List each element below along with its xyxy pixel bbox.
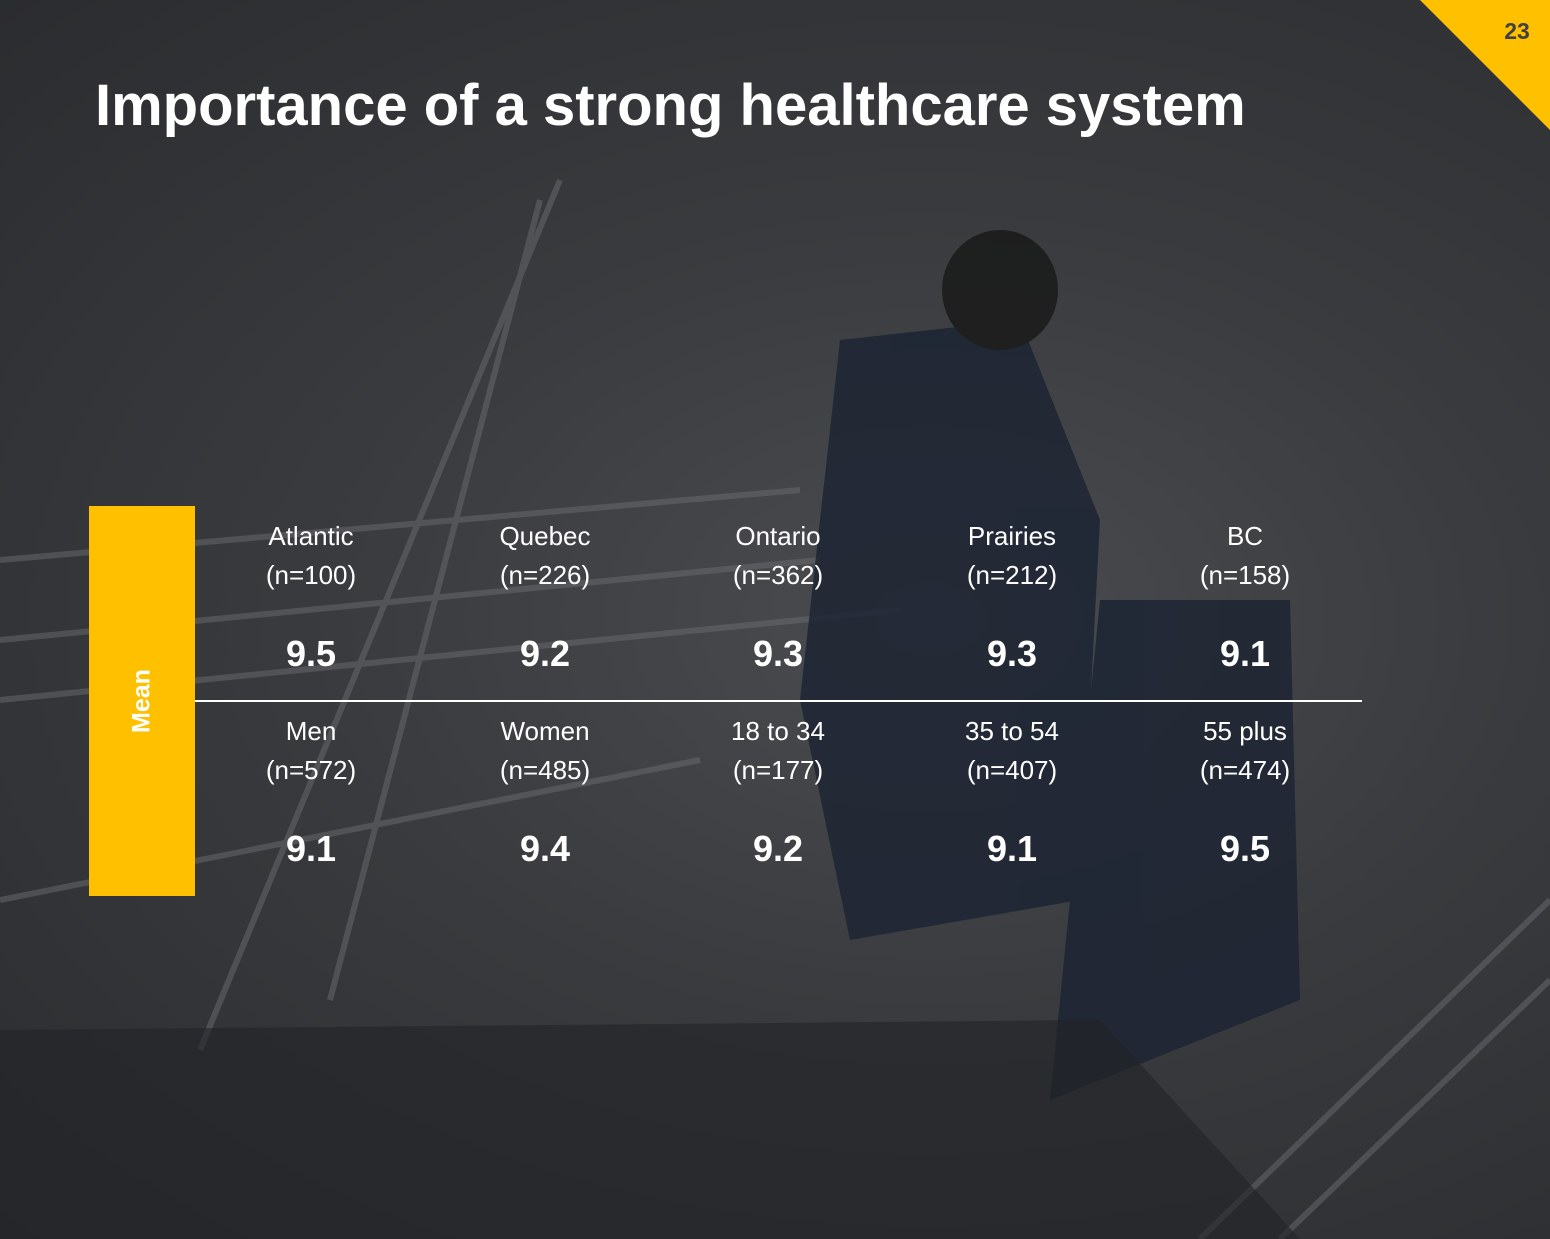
group-name: Men bbox=[285, 716, 337, 746]
sample-size: (n=362) bbox=[732, 560, 824, 590]
sample-size: (n=572) bbox=[265, 755, 357, 785]
sample-size: (n=226) bbox=[499, 560, 591, 590]
table-cell: 55 plus (n=474) 9.5 bbox=[1135, 712, 1355, 870]
table-cell: Prairies (n=212) 9.3 bbox=[902, 517, 1122, 675]
mean-value: 9.1 bbox=[986, 828, 1038, 869]
table-cell: Women (n=485) 9.4 bbox=[435, 712, 655, 870]
mean-value: 9.3 bbox=[752, 633, 804, 674]
table-cell: BC (n=158) 9.1 bbox=[1135, 517, 1355, 675]
group-name: 35 to 54 bbox=[965, 716, 1059, 746]
mean-value: 9.2 bbox=[519, 633, 571, 674]
sample-size: (n=474) bbox=[1199, 755, 1291, 785]
divider bbox=[195, 700, 1362, 702]
mean-value: 9.5 bbox=[285, 633, 337, 674]
table-cell: Atlantic (n=100) 9.5 bbox=[201, 517, 421, 675]
group-name: Quebec bbox=[499, 521, 591, 551]
table-cell: 18 to 34 (n=177) 9.2 bbox=[668, 712, 888, 870]
sample-size: (n=407) bbox=[966, 755, 1058, 785]
sample-size: (n=485) bbox=[499, 755, 591, 785]
row-label: Mean bbox=[127, 669, 156, 733]
table-cell: 35 to 54 (n=407) 9.1 bbox=[902, 712, 1122, 870]
group-name: Atlantic bbox=[268, 521, 354, 551]
group-name: BC bbox=[1226, 521, 1264, 551]
sample-size: (n=177) bbox=[732, 755, 824, 785]
group-name: Women bbox=[500, 716, 590, 746]
group-name: 18 to 34 bbox=[731, 716, 825, 746]
mean-value: 9.3 bbox=[986, 633, 1038, 674]
row-label-bar bbox=[89, 506, 195, 896]
mean-value: 9.4 bbox=[519, 828, 571, 869]
corner-accent bbox=[1420, 0, 1550, 130]
page-number: 23 bbox=[1504, 18, 1530, 44]
table-cell: Quebec (n=226) 9.2 bbox=[435, 517, 655, 675]
sample-size: (n=100) bbox=[265, 560, 357, 590]
table-cell: Men (n=572) 9.1 bbox=[201, 712, 421, 870]
mean-value: 9.1 bbox=[285, 828, 337, 869]
table-cell: Ontario (n=362) 9.3 bbox=[668, 517, 888, 675]
slide-title: Importance of a strong healthcare system bbox=[95, 73, 1246, 138]
sample-size: (n=212) bbox=[966, 560, 1058, 590]
sample-size: (n=158) bbox=[1199, 560, 1291, 590]
mean-value: 9.1 bbox=[1219, 633, 1271, 674]
group-name: 55 plus bbox=[1203, 716, 1287, 746]
group-name: Ontario bbox=[735, 521, 821, 551]
group-name: Prairies bbox=[967, 521, 1057, 551]
mean-value: 9.5 bbox=[1219, 828, 1271, 869]
mean-value: 9.2 bbox=[752, 828, 804, 869]
